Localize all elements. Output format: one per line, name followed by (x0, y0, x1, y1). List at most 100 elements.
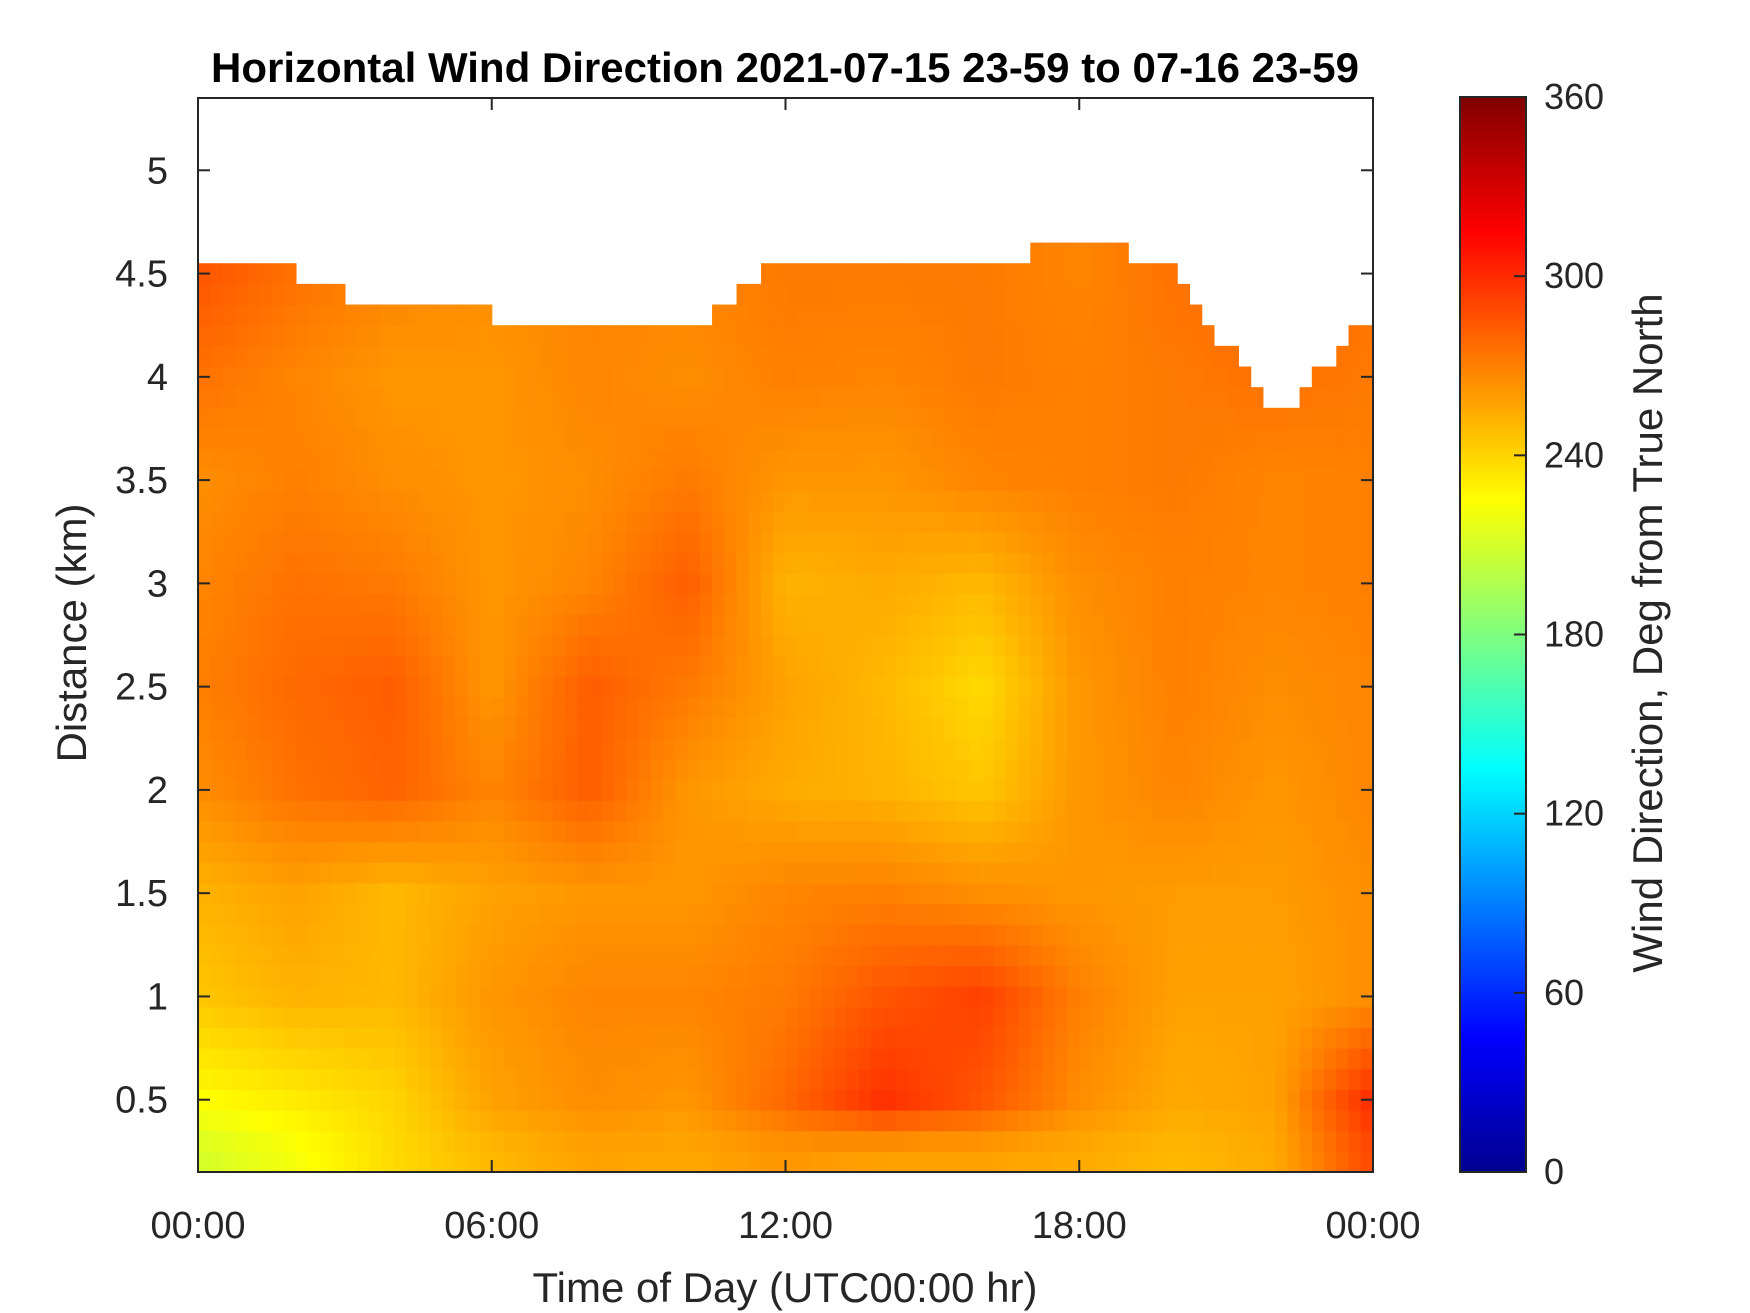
heatmap-cell (638, 1027, 652, 1049)
heatmap-cell (1018, 573, 1031, 595)
heatmap-cell (271, 1027, 285, 1049)
heatmap-cell (246, 1130, 260, 1152)
heatmap-cell (773, 676, 787, 698)
heatmap-cell (283, 428, 297, 450)
heatmap-cell (406, 593, 419, 615)
heatmap-cell (271, 1006, 285, 1029)
heatmap-cell (1189, 614, 1203, 636)
heatmap-cell (858, 820, 872, 843)
heatmap-cell (614, 696, 627, 719)
heatmap-cell (920, 345, 933, 368)
heatmap-cell (712, 944, 725, 967)
heatmap-cell (1348, 428, 1362, 450)
heatmap-cell (663, 758, 676, 781)
heatmap-cell (822, 924, 836, 946)
heatmap-cell (1348, 1130, 1362, 1152)
heatmap-cell (907, 882, 921, 905)
heatmap-cell (418, 800, 432, 822)
heatmap-cell (381, 924, 395, 946)
heatmap-cell (1250, 924, 1264, 946)
heatmap-cell (773, 387, 787, 409)
heatmap-cell (552, 1089, 566, 1111)
heatmap-cell (822, 1068, 836, 1090)
heatmap-cell (1201, 924, 1215, 946)
heatmap-cell (834, 1027, 848, 1049)
heatmap-cell (259, 283, 273, 306)
heatmap-cell (1311, 552, 1325, 574)
heatmap-cell (1018, 325, 1031, 347)
heatmap-cell (944, 552, 958, 574)
heatmap-cell (418, 841, 432, 863)
heatmap-cell (516, 325, 530, 347)
heatmap-cell (1054, 366, 1068, 388)
heatmap-cell (1299, 779, 1313, 801)
heatmap-cell (1275, 862, 1288, 884)
heatmap-cell (687, 655, 701, 677)
heatmap-cell (748, 387, 762, 409)
heatmap-cell (528, 635, 542, 657)
heatmap-cell (344, 593, 358, 615)
heatmap-cell (418, 366, 432, 388)
heatmap-cell (1140, 304, 1154, 326)
heatmap-cell (1238, 924, 1252, 946)
heatmap-cell (809, 511, 823, 533)
heatmap-cell (369, 1006, 383, 1029)
heatmap-cell (589, 1027, 603, 1049)
heatmap-cell (1250, 407, 1264, 430)
heatmap-cell (528, 1006, 542, 1029)
heatmap-cell (1103, 696, 1117, 719)
heatmap-cell (1299, 800, 1313, 822)
heatmap-cell (308, 593, 321, 615)
heatmap-cell (308, 407, 321, 430)
heatmap-cell (442, 965, 456, 987)
chart-title: Horizontal Wind Direction 2021-07-15 23-… (211, 44, 1359, 91)
heatmap-cell (834, 366, 848, 388)
heatmap-cell (308, 841, 321, 863)
heatmap-cell (626, 758, 640, 781)
heatmap-cell (1336, 1048, 1350, 1070)
heatmap-cell (1030, 345, 1044, 368)
heatmap-cell (834, 841, 848, 863)
heatmap-cell (565, 511, 579, 533)
heatmap-cell (491, 325, 505, 347)
heatmap-cell (1311, 1068, 1325, 1090)
heatmap-cell (785, 511, 799, 533)
heatmap-cell (1177, 1151, 1191, 1172)
heatmap-cell (295, 1006, 309, 1029)
heatmap-cell (981, 511, 995, 533)
heatmap-cell (1164, 882, 1178, 905)
heatmap-cell (234, 1068, 248, 1090)
heatmap-cell (638, 635, 652, 657)
heatmap-cell (871, 820, 885, 843)
heatmap-cell (271, 862, 285, 884)
heatmap-cell (271, 531, 285, 553)
heatmap-cell (516, 573, 530, 595)
heatmap-cell (1042, 593, 1056, 615)
heatmap-cell (491, 490, 505, 512)
heatmap-cell (1324, 449, 1337, 471)
heatmap-cell (638, 965, 652, 987)
heatmap-cell (259, 511, 273, 533)
heatmap-cell (1287, 717, 1301, 739)
heatmap-cell (246, 449, 260, 471)
heatmap-cell (540, 366, 554, 388)
heatmap-cell (259, 573, 273, 595)
heatmap-cell (234, 1130, 248, 1152)
heatmap-cell (809, 924, 823, 946)
heatmap-cell (1042, 696, 1056, 719)
heatmap-cell (981, 779, 995, 801)
heatmap-cell (1226, 490, 1239, 512)
heatmap-cell (895, 614, 909, 636)
heatmap-cell (503, 986, 517, 1008)
heatmap-cell (1067, 490, 1080, 512)
heatmap-cell (1189, 676, 1203, 698)
heatmap-cell (883, 1048, 897, 1070)
heatmap-cell (1128, 1027, 1142, 1049)
heatmap-cell (1054, 903, 1068, 925)
heatmap-cell (797, 304, 811, 326)
heatmap-cell (712, 1110, 725, 1132)
heatmap-cell (1115, 1130, 1129, 1152)
heatmap-cell (1287, 1130, 1301, 1152)
heatmap-cell (712, 903, 725, 925)
heatmap-cell (675, 1089, 689, 1111)
